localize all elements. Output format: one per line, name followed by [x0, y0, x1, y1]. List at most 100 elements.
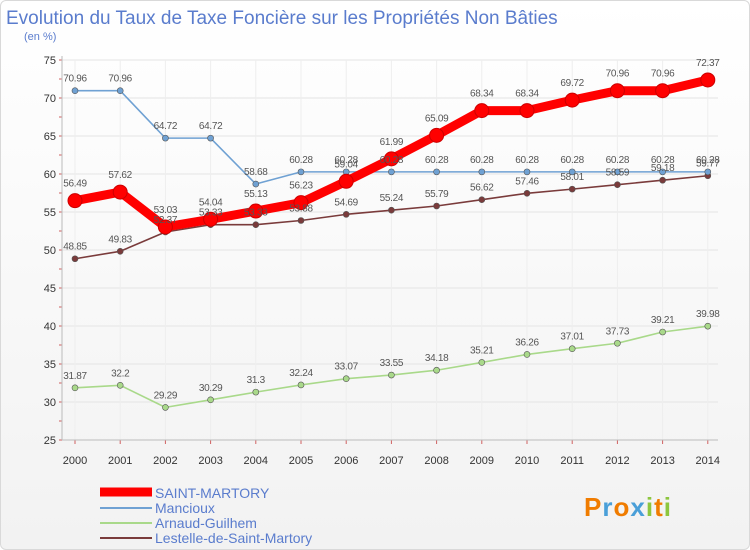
data-label-mancioux: 58.68 [244, 167, 268, 178]
data-point-arnaud-guilhem[interactable] [478, 359, 486, 366]
data-point-lestelle-de-saint-martory[interactable] [614, 181, 621, 189]
data-label-lestelle-de-saint-martory: 58.01 [560, 172, 584, 183]
data-point-arnaud-guilhem[interactable] [71, 384, 79, 392]
data-point-lestelle-de-saint-martory[interactable] [342, 211, 350, 218]
y-axis-ticks: 25 30 35 40 45 50 55 60 65 70 75 [44, 55, 56, 447]
y-tick-label: 50 [44, 245, 56, 257]
data-label-mancioux: 60.28 [696, 155, 720, 166]
data-label-saint-martory: 65.09 [425, 113, 449, 124]
data-point-mancioux[interactable] [478, 168, 486, 176]
data-label-lestelle-de-saint-martory: 53.33 [244, 208, 268, 219]
data-point-saint-martory[interactable] [157, 219, 173, 235]
data-point-mancioux[interactable] [523, 168, 531, 176]
x-tick-label: 2005 [289, 455, 313, 467]
data-label-mancioux: 60.28 [425, 155, 449, 166]
data-point-mancioux[interactable] [659, 168, 666, 176]
data-point-mancioux[interactable] [297, 168, 305, 176]
data-label-lestelle-de-saint-martory: 48.85 [63, 242, 87, 253]
data-label-mancioux: 70.96 [63, 74, 87, 85]
data-point-saint-martory[interactable] [655, 83, 671, 99]
data-point-saint-martory[interactable] [338, 173, 354, 189]
legend-label-arnaud-guilhem[interactable]: Arnaud-Guilhem [155, 515, 257, 531]
data-point-lestelle-de-saint-martory[interactable] [71, 255, 79, 263]
data-label-lestelle-de-saint-martory: 59.77 [696, 159, 720, 170]
data-point-arnaud-guilhem[interactable] [523, 351, 531, 358]
data-point-arnaud-guilhem[interactable] [388, 371, 395, 379]
data-point-arnaud-guilhem[interactable] [116, 381, 124, 389]
data-point-saint-martory[interactable] [564, 92, 580, 108]
x-tick-label: 2002 [153, 455, 177, 467]
data-point-arnaud-guilhem[interactable] [659, 328, 666, 336]
data-point-saint-martory[interactable] [609, 83, 625, 99]
data-point-saint-martory[interactable] [248, 203, 264, 219]
data-point-arnaud-guilhem[interactable] [342, 375, 350, 382]
data-point-saint-martory[interactable] [293, 195, 309, 211]
data-label-lestelle-de-saint-martory: 55.24 [380, 193, 404, 204]
data-label-mancioux: 70.96 [108, 74, 132, 85]
data-point-saint-martory[interactable] [203, 211, 219, 227]
data-label-lestelle-de-saint-martory: 59.18 [651, 163, 675, 174]
data-point-mancioux[interactable] [433, 168, 440, 176]
y-tick-label: 70 [44, 93, 56, 105]
data-point-arnaud-guilhem[interactable] [433, 366, 440, 374]
data-point-lestelle-de-saint-martory[interactable] [116, 247, 124, 255]
data-point-lestelle-de-saint-martory[interactable] [478, 196, 486, 203]
x-tick-label: 2001 [108, 455, 132, 467]
y-tick-label: 55 [44, 207, 56, 219]
data-point-arnaud-guilhem[interactable] [704, 322, 712, 330]
data-label-saint-martory: 55.13 [244, 189, 268, 200]
x-tick-label: 2014 [696, 455, 720, 467]
data-point-arnaud-guilhem[interactable] [252, 388, 260, 396]
data-point-arnaud-guilhem[interactable] [614, 339, 621, 347]
x-tick-label: 2004 [244, 455, 268, 467]
legend-label-mancioux[interactable]: Mancioux [155, 500, 215, 516]
logo-letter: o [613, 492, 630, 522]
data-point-mancioux[interactable] [207, 134, 214, 142]
x-tick-label: 2007 [379, 455, 403, 467]
data-point-arnaud-guilhem[interactable] [207, 396, 214, 404]
data-label-lestelle-de-saint-martory: 58.59 [606, 168, 630, 179]
data-label-lestelle-de-saint-martory: 57.46 [515, 176, 539, 187]
data-label-saint-martory: 68.34 [470, 89, 494, 100]
data-point-mancioux[interactable] [614, 168, 621, 176]
data-label-arnaud-guilhem: 39.21 [651, 315, 675, 326]
data-point-lestelle-de-saint-martory[interactable] [297, 217, 305, 224]
data-point-arnaud-guilhem[interactable] [568, 345, 576, 353]
data-point-mancioux[interactable] [568, 168, 576, 176]
data-point-saint-martory[interactable] [67, 193, 83, 209]
data-point-mancioux[interactable] [704, 168, 712, 176]
data-point-lestelle-de-saint-martory[interactable] [388, 206, 395, 214]
data-label-arnaud-guilhem: 39.98 [696, 309, 720, 320]
data-point-mancioux[interactable] [252, 180, 260, 188]
data-label-saint-martory: 61.99 [380, 137, 404, 148]
data-point-saint-martory[interactable] [474, 103, 490, 119]
data-point-saint-martory[interactable] [383, 151, 399, 167]
data-point-saint-martory[interactable] [429, 127, 445, 143]
data-label-arnaud-guilhem: 37.73 [606, 326, 630, 337]
data-label-arnaud-guilhem: 37.01 [560, 332, 584, 343]
legend-label-lestelle[interactable]: Lestelle-de-Saint-Martory [155, 530, 312, 546]
data-point-saint-martory[interactable] [700, 72, 716, 88]
data-point-arnaud-guilhem[interactable] [162, 404, 169, 411]
data-point-lestelle-de-saint-martory[interactable] [659, 176, 666, 184]
data-point-arnaud-guilhem[interactable] [297, 381, 305, 389]
data-point-lestelle-de-saint-martory[interactable] [433, 202, 440, 210]
data-point-mancioux[interactable] [116, 87, 124, 95]
data-label-lestelle-de-saint-martory: 52.37 [154, 215, 178, 226]
data-point-saint-martory[interactable] [112, 184, 128, 200]
legend-label-saint-martory[interactable]: SAINT-MARTORY [155, 485, 270, 501]
data-point-saint-martory[interactable] [519, 103, 535, 119]
logo-letter: i [646, 492, 654, 522]
data-point-lestelle-de-saint-martory[interactable] [568, 185, 576, 193]
data-label-mancioux: 64.72 [154, 121, 178, 132]
data-label-saint-martory: 69.72 [560, 78, 584, 89]
data-label-mancioux: 60.28 [606, 155, 630, 166]
data-label-saint-martory: 53.03 [154, 205, 178, 216]
data-point-mancioux[interactable] [71, 87, 79, 95]
data-point-lestelle-de-saint-martory[interactable] [252, 221, 260, 228]
data-point-lestelle-de-saint-martory[interactable] [523, 190, 531, 197]
x-tick-label: 2012 [605, 455, 629, 467]
legend: SAINT-MARTORY Mancioux Arnaud-Guilhem Le… [100, 485, 312, 546]
data-point-mancioux[interactable] [388, 168, 395, 176]
data-point-mancioux[interactable] [162, 134, 169, 142]
